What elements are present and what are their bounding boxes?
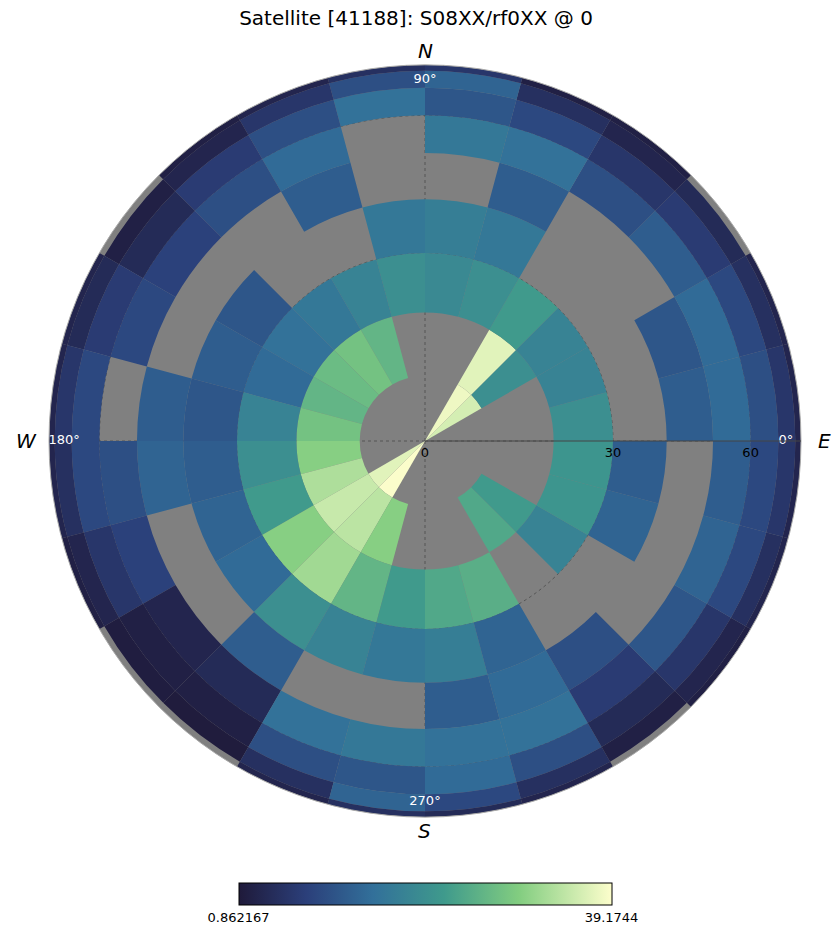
svg-text:39.1744: 39.1744 xyxy=(585,910,639,925)
svg-text:0°: 0° xyxy=(779,432,794,447)
svg-text:S: S xyxy=(418,819,431,843)
svg-text:W: W xyxy=(16,429,37,453)
svg-text:E: E xyxy=(818,429,831,453)
svg-text:N: N xyxy=(418,39,433,63)
svg-text:90°: 90° xyxy=(413,71,436,86)
svg-text:0: 0 xyxy=(421,445,429,460)
svg-text:0.862167: 0.862167 xyxy=(207,910,269,925)
svg-text:30: 30 xyxy=(605,445,622,460)
svg-text:60: 60 xyxy=(742,445,759,460)
svg-text:Satellite [41188]: S08XX/rf0XX: Satellite [41188]: S08XX/rf0XX @ 0 xyxy=(239,6,593,30)
svg-text:180°: 180° xyxy=(48,432,79,447)
svg-text:270°: 270° xyxy=(409,793,440,808)
